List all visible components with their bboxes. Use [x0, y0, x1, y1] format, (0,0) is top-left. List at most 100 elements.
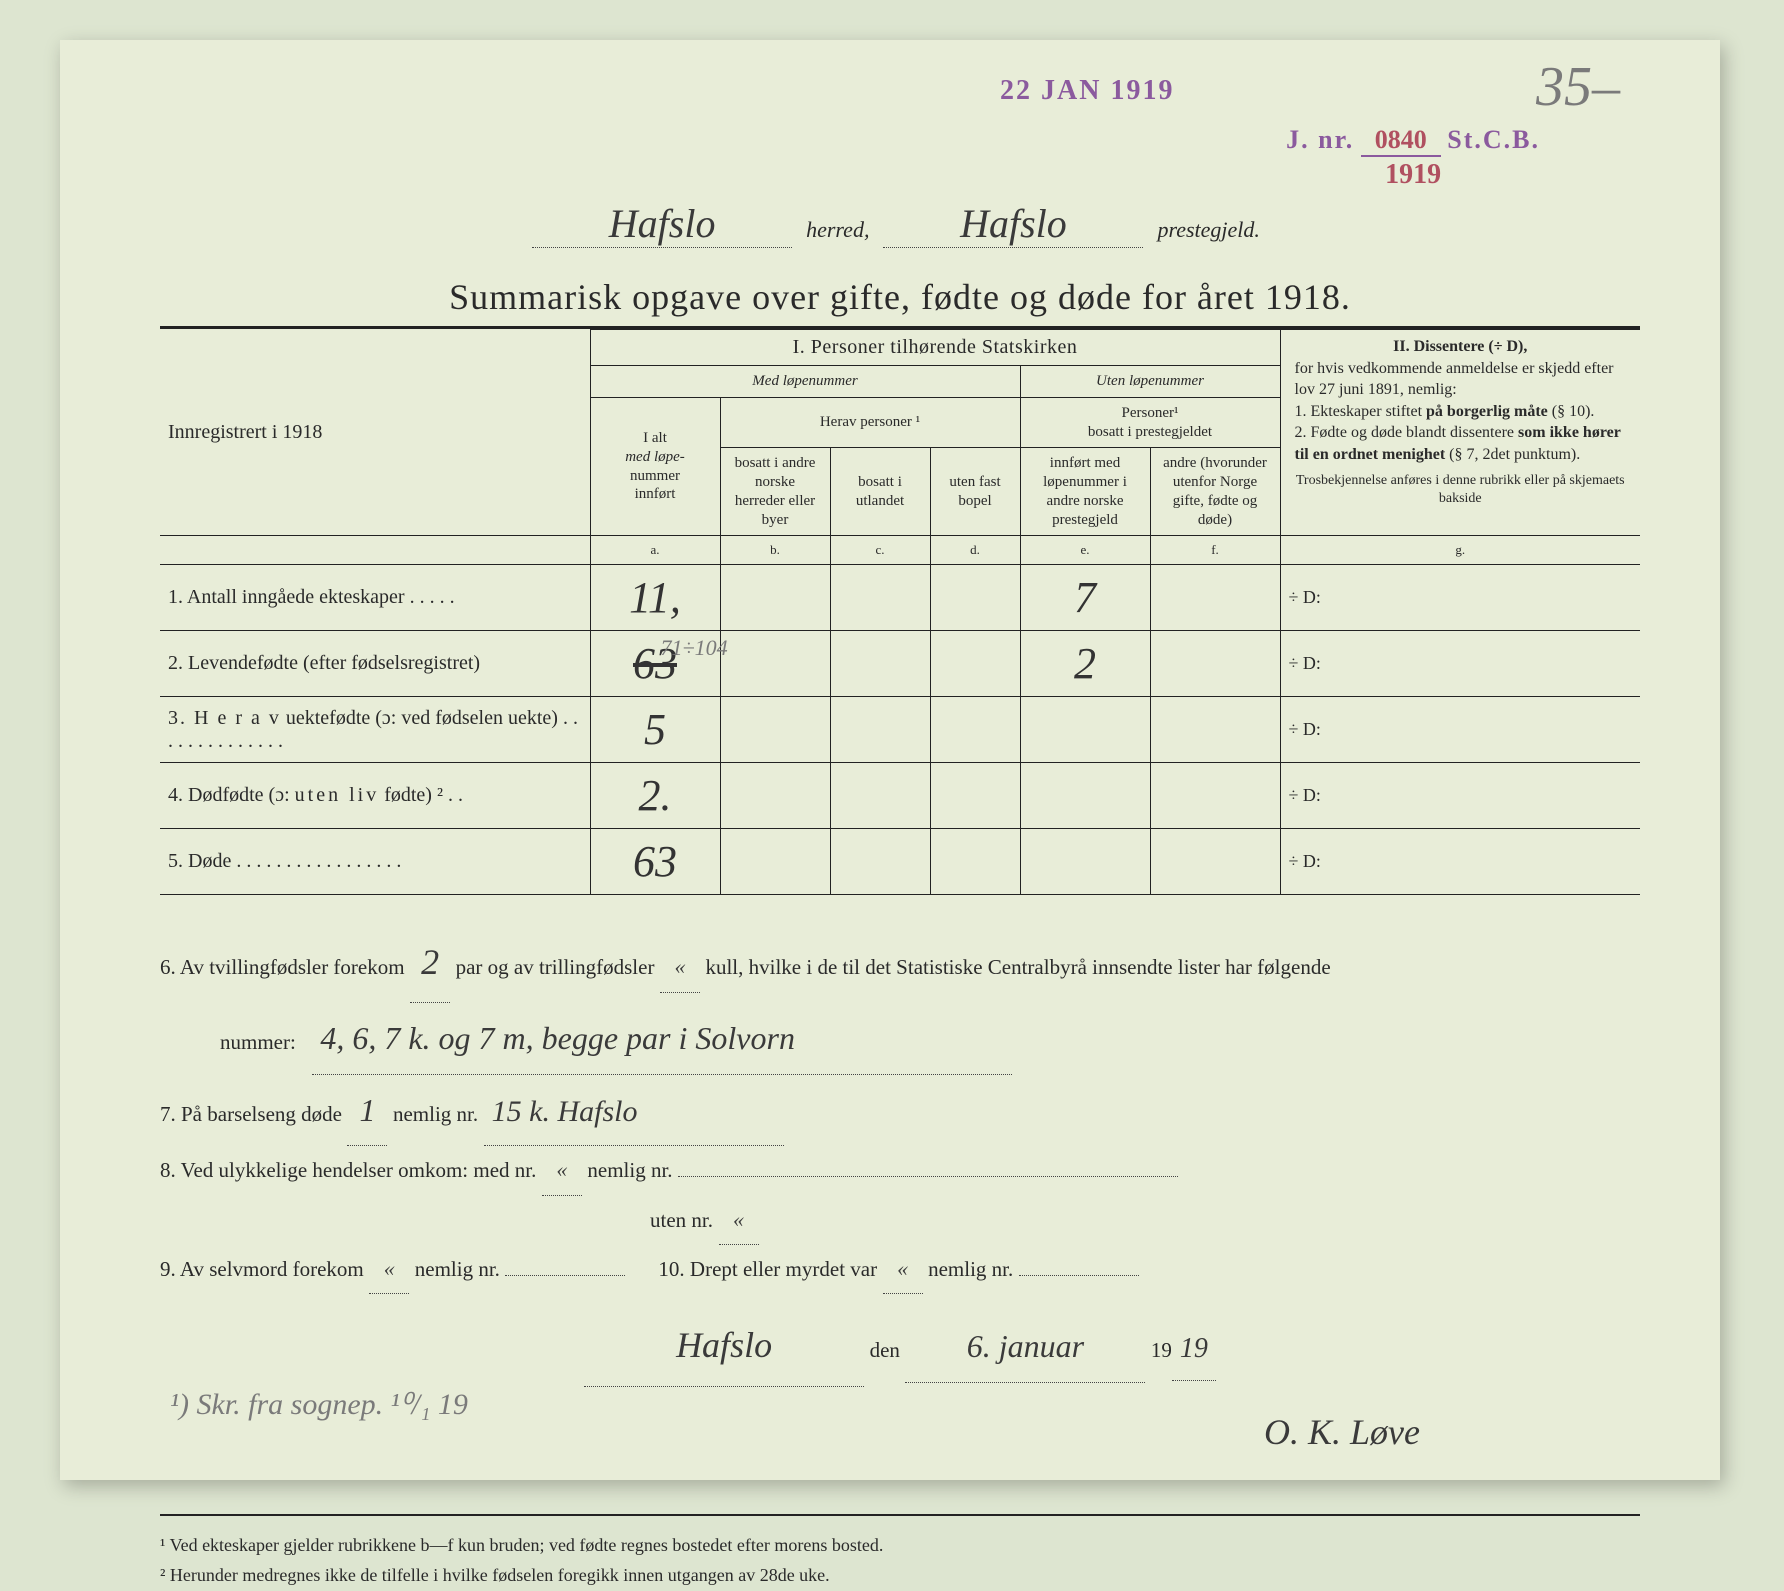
section-ii-header: II. Dissentere (÷ D), for hvis vedkommen…	[1280, 330, 1640, 536]
uten-lopenummer: Uten løpenummer	[1020, 366, 1280, 398]
l10-v: «	[883, 1245, 923, 1294]
l6-v2: «	[660, 943, 700, 992]
line-6b: nummer: 4, 6, 7 k. og 7 m, begge par i S…	[160, 1003, 1640, 1074]
personer-bosatt: Personer¹ bosatt i prestegjeldet	[1020, 397, 1280, 448]
row2-e: 2	[1020, 631, 1150, 697]
section-i-header: I. Personer tilhørende Statskirken	[590, 330, 1280, 366]
jnr-label: J. nr.	[1286, 125, 1354, 154]
row1-a: 11,	[590, 565, 720, 631]
row4-e	[1020, 763, 1150, 829]
section-ii-body1: for hvis vedkommende anmeldelse er skjed…	[1295, 358, 1627, 401]
row5-c	[830, 829, 930, 895]
row2-c	[830, 631, 930, 697]
table-row: 1. Antall inngåede ekteskaper . . . . . …	[160, 565, 1640, 631]
herav-personer: Herav personer ¹	[720, 397, 1020, 448]
letter-b: b.	[720, 536, 830, 565]
header-fields: Hafslo herred, Hafslo prestegjeld.	[160, 200, 1640, 248]
footnote-1: ¹ Ved ekteskaper gjelder rubrikkene b—f …	[160, 1530, 1640, 1561]
line-6: 6. Av tvillingfødsler forekom 2 par og a…	[160, 923, 1640, 1003]
jnr-suffix: St.C.B.	[1447, 125, 1540, 154]
row3-label: 3. H e r a v uektefødte (ɔ: ved fødselen…	[160, 697, 590, 763]
table-row: 5. Døde . . . . . . . . . . . . . . . . …	[160, 829, 1640, 895]
row2-f	[1150, 631, 1280, 697]
col-f-head: andre (hvorunder utenfor Norge gifte, fø…	[1150, 448, 1280, 536]
row2-g: ÷ D:	[1280, 631, 1640, 697]
line-8: 8. Ved ulykkelige hendelser omkom: med n…	[160, 1146, 1640, 1195]
row1-g: ÷ D:	[1280, 565, 1640, 631]
table-row: 2. Levendefødte (efter fødselsregistret)…	[160, 631, 1640, 697]
l10-blank	[1019, 1275, 1139, 1276]
row2-b	[720, 631, 830, 697]
letter-d: d.	[930, 536, 1020, 565]
row4-c	[830, 763, 930, 829]
journal-number-stamp: J. nr. 0840 St.C.B. 1919	[1286, 125, 1540, 191]
row3-d	[930, 697, 1020, 763]
row1-b	[720, 565, 830, 631]
jnr-year: 1919	[1286, 159, 1540, 191]
row5-d	[930, 829, 1020, 895]
med-lopenummer: Med løpenummer	[590, 366, 1020, 398]
innreg-label: Innregistrert i 1918	[160, 330, 590, 536]
prestegjeld-value: Hafslo	[883, 200, 1143, 248]
row5-e	[1020, 829, 1150, 895]
row3-e	[1020, 697, 1150, 763]
row4-label: 4. Dødfødte (ɔ: uten liv fødte) ² . .	[160, 763, 590, 829]
row2-d	[930, 631, 1020, 697]
row1-c	[830, 565, 930, 631]
jnr-value: 0840	[1361, 125, 1441, 157]
table-row: 4. Dødfødte (ɔ: uten liv fødte) ² . . 2.…	[160, 763, 1640, 829]
document-page: 22 JAN 1919 35– J. nr. 0840 St.C.B. 1919…	[60, 40, 1720, 1480]
top-stamps: 22 JAN 1919 35– J. nr. 0840 St.C.B. 1919	[880, 75, 1580, 195]
col-c-head: bosatt i utlandet	[830, 448, 930, 536]
l7-v1: 1	[347, 1075, 387, 1146]
row3-a: 5	[590, 697, 720, 763]
letter-a: a.	[590, 536, 720, 565]
row5-b	[720, 829, 830, 895]
row2-a-note: 71÷104	[661, 635, 728, 661]
row3-c	[830, 697, 930, 763]
footnotes: ¹ Ved ekteskaper gjelder rubrikkene b—f …	[160, 1514, 1640, 1591]
section-ii-title: II. Dissentere (÷ D),	[1295, 336, 1627, 358]
row5-g: ÷ D:	[1280, 829, 1640, 895]
line-7: 7. På barselseng døde 1 nemlig nr. 15 k.…	[160, 1075, 1640, 1146]
row5-f	[1150, 829, 1280, 895]
prestegjeld-label: prestegjeld.	[1157, 217, 1259, 242]
l8b-v: «	[719, 1196, 759, 1245]
col-e-head: innført med løpenummer i andre norske pr…	[1020, 448, 1150, 536]
row1-e: 7	[1020, 565, 1150, 631]
date-value: 6. januar	[905, 1311, 1145, 1382]
place-value: Hafslo	[584, 1306, 864, 1386]
l6-v1: 2	[410, 923, 450, 1003]
line-9-10: 9. Av selvmord forekom « nemlig nr. 10. …	[160, 1245, 1640, 1294]
herred-label: herred,	[806, 217, 869, 242]
row2-label: 2. Levendefødte (efter fødselsregistret)	[160, 631, 590, 697]
col-a-head: I alt med løpe- nummer innført	[590, 397, 720, 536]
main-table: Innregistrert i 1918 I. Personer tilhøre…	[160, 329, 1640, 895]
l9-blank	[505, 1275, 625, 1276]
blank-corner	[160, 536, 590, 565]
l6-written: 4, 6, 7 k. og 7 m, begge par i Solvorn	[312, 1003, 1012, 1074]
row4-b	[720, 763, 830, 829]
col-b-head: bosatt i andre norske herreder eller bye…	[720, 448, 830, 536]
row3-f	[1150, 697, 1280, 763]
row2-a: 63 71÷104	[590, 631, 720, 697]
section-ii-small: Trosbekjennelse anføres i denne rubrikk …	[1295, 472, 1627, 510]
row1-f	[1150, 565, 1280, 631]
table-row: 3. H e r a v uektefødte (ɔ: ved fødselen…	[160, 697, 1640, 763]
row3-b	[720, 697, 830, 763]
row5-a: 63	[590, 829, 720, 895]
bottom-pencil-note: ¹) Skr. fra sognep. ¹⁰/₁ 19	[170, 1387, 468, 1422]
pencil-top-number: 35–	[1536, 55, 1620, 119]
year-value: 19	[1172, 1318, 1216, 1381]
row4-a: 2.	[590, 763, 720, 829]
row4-f	[1150, 763, 1280, 829]
l7-written: 15 k. Hafslo	[484, 1079, 784, 1146]
letter-f: f.	[1150, 536, 1280, 565]
signature-line: Hafslo den 6. januar 1919	[160, 1306, 1640, 1386]
row4-g: ÷ D:	[1280, 763, 1640, 829]
row5-label: 5. Døde . . . . . . . . . . . . . . . . …	[160, 829, 590, 895]
letter-c: c.	[830, 536, 930, 565]
row1-d	[930, 565, 1020, 631]
col-d-head: uten fast bopel	[930, 448, 1020, 536]
section-ii-item2: 2. Fødte og døde blandt dissentere som i…	[1295, 422, 1627, 465]
